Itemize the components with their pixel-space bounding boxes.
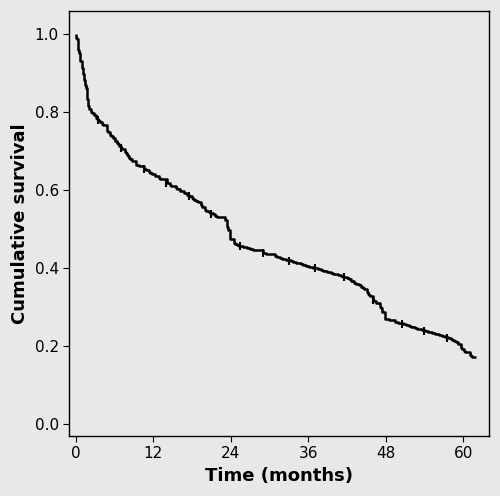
Y-axis label: Cumulative survival: Cumulative survival	[11, 123, 29, 324]
X-axis label: Time (months): Time (months)	[205, 467, 353, 485]
